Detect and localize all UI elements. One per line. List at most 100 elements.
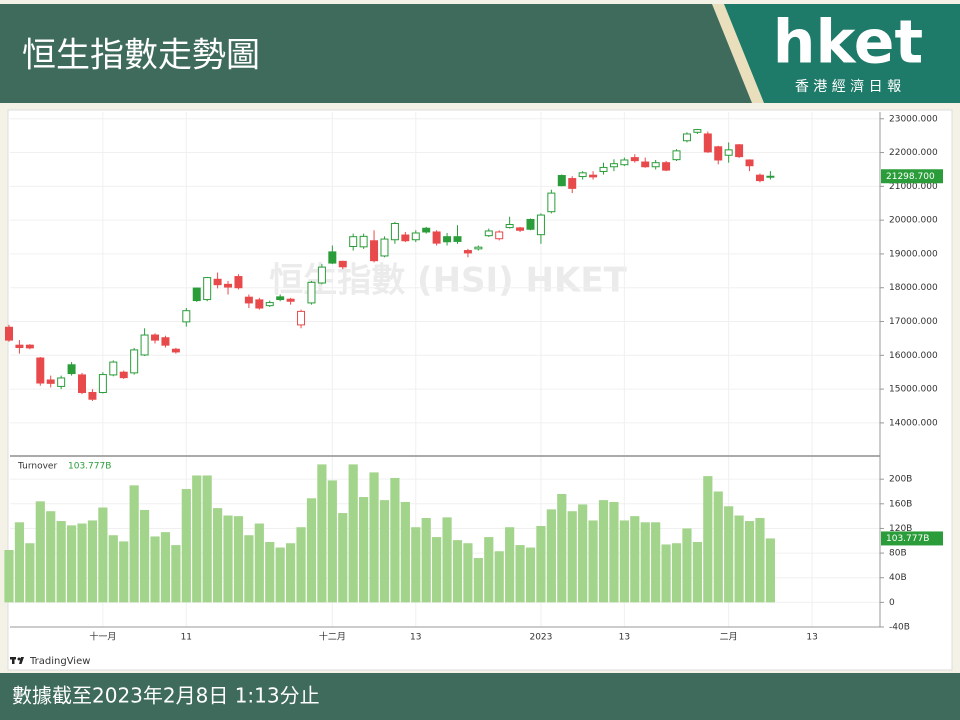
volume-bar: [452, 540, 463, 603]
y-tick-label: 20000.000: [889, 216, 938, 226]
candle-body: [224, 283, 233, 288]
candle-body: [505, 224, 514, 229]
volume-bar: [139, 509, 150, 603]
last-volume-label: 103.777B: [886, 534, 929, 544]
watermark: 恒生指數 (HSI) HKET: [269, 261, 627, 301]
candle-body: [411, 232, 420, 241]
candle-body: [109, 361, 118, 376]
x-tick-label: 十一月: [89, 631, 116, 643]
volume-bar: [588, 520, 598, 603]
y-tick-label: -40B: [889, 623, 910, 633]
candle-body: [67, 364, 76, 375]
volume-bar: [192, 475, 202, 603]
volume-bar: [338, 513, 348, 603]
x-tick-label: 十二月: [319, 631, 346, 643]
candle-body: [151, 334, 160, 341]
candle-body: [526, 218, 535, 230]
volume-bar: [557, 493, 567, 603]
candle-body: [25, 344, 34, 349]
volume-bar: [56, 521, 66, 603]
candle-body: [495, 231, 504, 240]
volume-bar: [734, 515, 744, 603]
candle-body: [568, 178, 577, 189]
candle-body: [401, 234, 410, 242]
y-tick-label: 23000.000: [889, 114, 938, 124]
volume-bar: [744, 521, 755, 603]
tradingview-icon: [10, 657, 24, 664]
candle-body: [234, 276, 243, 289]
candle-body: [463, 250, 472, 254]
x-tick-label: 13: [619, 633, 630, 643]
volume-bar: [327, 480, 337, 603]
branding: TradingView: [29, 656, 90, 667]
candle-body: [599, 166, 608, 172]
candle-body: [307, 281, 316, 304]
candle-body: [36, 357, 45, 384]
volume-bar: [296, 527, 306, 603]
volume-bar: [724, 506, 734, 603]
volume-bar: [14, 522, 25, 603]
candle-body: [317, 266, 326, 284]
volume-bar: [213, 508, 223, 603]
candle-body: [213, 278, 222, 286]
volume-bar: [598, 500, 609, 603]
candle-body: [130, 349, 139, 374]
candle-body: [338, 260, 347, 268]
candle-body: [119, 371, 128, 379]
candle-body: [380, 238, 389, 257]
volume-bar: [619, 520, 629, 603]
volume-bar: [630, 516, 640, 603]
volume-bar: [651, 522, 661, 603]
volume-bar: [46, 511, 56, 603]
last-price-box: [881, 169, 943, 184]
y-tick-label: 120B: [889, 524, 912, 534]
y-tick-label: 19000.000: [889, 249, 938, 259]
volume-bar: [432, 537, 442, 603]
footer-text: 數據截至2023年2月8日 1:13分止: [12, 684, 320, 708]
x-tick-label: 二月: [720, 632, 738, 643]
y-tick-label: 17000.000: [889, 317, 938, 327]
volume-bar: [515, 545, 525, 603]
volume-bar: [755, 517, 765, 603]
volume-bar: [682, 528, 692, 603]
candle-body: [547, 192, 556, 213]
y-tick-label: 0: [889, 598, 895, 608]
volume-bar: [4, 550, 14, 603]
candle-body: [724, 149, 733, 156]
x-tick-label: 13: [806, 633, 817, 643]
volume-bar: [442, 517, 452, 603]
volume-bar: [244, 535, 254, 603]
volume-bar: [692, 542, 702, 603]
volume-bar: [150, 536, 160, 603]
candle-body: [609, 163, 618, 168]
candle-body: [755, 174, 764, 182]
candle-body: [78, 374, 87, 393]
volume-bar: [494, 551, 504, 603]
candle-body: [192, 287, 201, 302]
volume-bar: [66, 525, 77, 603]
candle-body: [297, 310, 306, 326]
volume-bar: [578, 504, 588, 603]
volume-bar: [703, 476, 713, 603]
y-tick-label: 21000.000: [889, 182, 938, 192]
volume-bar: [286, 543, 296, 603]
volume-bar: [129, 485, 139, 603]
volume-bar: [223, 515, 233, 603]
x-tick-label: 13: [410, 633, 421, 643]
candle-body: [255, 299, 264, 309]
volume-bar: [348, 464, 358, 603]
candle-body: [276, 296, 285, 301]
volume-bar: [671, 543, 682, 603]
candle-body: [328, 251, 337, 264]
y-tick-label: 160B: [889, 499, 912, 509]
candle-body: [182, 310, 191, 323]
volume-bar: [275, 547, 285, 603]
candle-body: [682, 133, 691, 142]
y-tick-label: 200B: [889, 475, 912, 485]
candle-body: [370, 240, 379, 262]
volume-bar: [473, 558, 483, 603]
last-price-label: 21298.700: [886, 172, 935, 182]
candle-body: [766, 175, 775, 178]
